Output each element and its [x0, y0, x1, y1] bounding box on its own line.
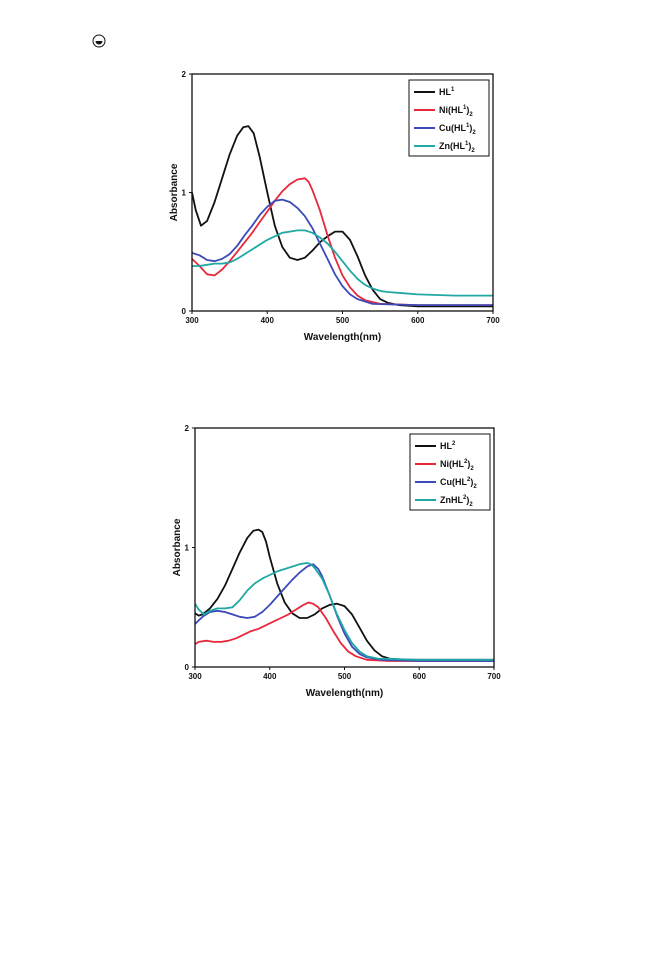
y-tick-label: 1	[182, 189, 187, 198]
series-line-2	[194, 601, 494, 662]
y-tick-label: 0	[182, 307, 187, 316]
y-axis-title: Absorbance	[172, 518, 183, 576]
x-tick-label: 300	[188, 672, 202, 681]
series-line-4	[192, 229, 493, 297]
chart-2: 300 400 500 600 700 0 1 2 Wavelength(nm) Absorban…	[172, 424, 501, 699]
legend-label: HL2	[440, 441, 456, 451]
series-line-3	[191, 198, 493, 306]
series-line-3	[194, 563, 494, 662]
y-tick-label: 2	[182, 70, 187, 79]
x-tick-label: 400	[261, 316, 275, 325]
x-tick-label: 400	[263, 672, 277, 681]
x-tick-label: 300	[185, 316, 199, 325]
y-axis-title: Absorbance	[169, 163, 180, 221]
x-tick-label: 700	[487, 672, 501, 681]
legend-label: HL1	[439, 87, 455, 97]
legend-label: Cu(HL2)2	[440, 477, 477, 490]
legend-label: Cu(HL1)2	[439, 123, 476, 136]
series-line-1	[194, 528, 494, 661]
x-tick-label: 600	[413, 672, 427, 681]
x-axis-title: Wavelength(nm)	[304, 332, 381, 343]
y-tick-label: 2	[185, 424, 190, 433]
circle-mark-icon	[92, 34, 106, 48]
x-tick-label: 700	[486, 316, 500, 325]
series-line-1	[191, 125, 493, 308]
legend-label: Ni(HL2)2	[440, 459, 474, 472]
series-line-2	[191, 177, 493, 306]
x-tick-label: 500	[336, 316, 350, 325]
x-tick-label: 500	[338, 672, 352, 681]
x-tick-label: 600	[411, 316, 425, 325]
legend-label: ZnHL2)2	[440, 495, 473, 508]
legend-label: Ni(HL1)2	[439, 105, 473, 118]
chart-1: 300 400 500 600 700 0 1 2 Wavelength(nm) Absorban…	[169, 70, 500, 343]
series-line-4	[194, 562, 494, 661]
x-axis-title: Wavelength(nm)	[306, 688, 383, 699]
y-tick-label: 0	[185, 663, 190, 672]
legend-label: Zn(HL1)2	[439, 141, 475, 154]
y-tick-label: 1	[185, 544, 190, 553]
